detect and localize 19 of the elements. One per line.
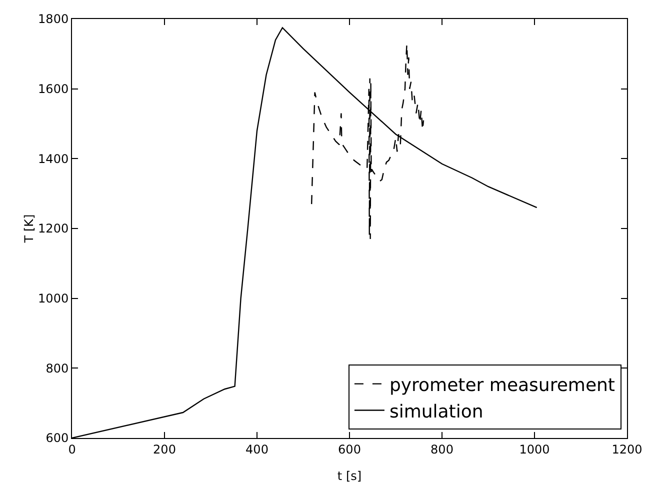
- legend-label: pyrometer measurement: [389, 374, 615, 396]
- y-tick-label: 1200: [38, 222, 69, 236]
- y-tick-label: 600: [46, 431, 69, 446]
- x-tick-label: 0: [68, 442, 76, 456]
- x-tick-label: 400: [246, 442, 268, 456]
- x-tick-label: 200: [153, 442, 176, 456]
- x-tick-label: 1200: [612, 442, 642, 456]
- y-tick-label: 1400: [38, 152, 69, 166]
- y-tick-label: 1600: [38, 82, 69, 96]
- y-tick-label: 800: [46, 361, 69, 376]
- legend-label: simulation: [389, 401, 484, 422]
- x-tick-label: 600: [338, 442, 361, 456]
- line-series: [310, 42, 424, 240]
- x-tick-label: 1000: [519, 442, 550, 456]
- x-axis-title: t [s]: [337, 469, 362, 483]
- y-tick-label: 1800: [38, 12, 69, 26]
- y-tick-label: 1000: [38, 292, 69, 306]
- y-axis-title: T [K]: [22, 214, 36, 244]
- x-tick-label: 800: [430, 442, 454, 456]
